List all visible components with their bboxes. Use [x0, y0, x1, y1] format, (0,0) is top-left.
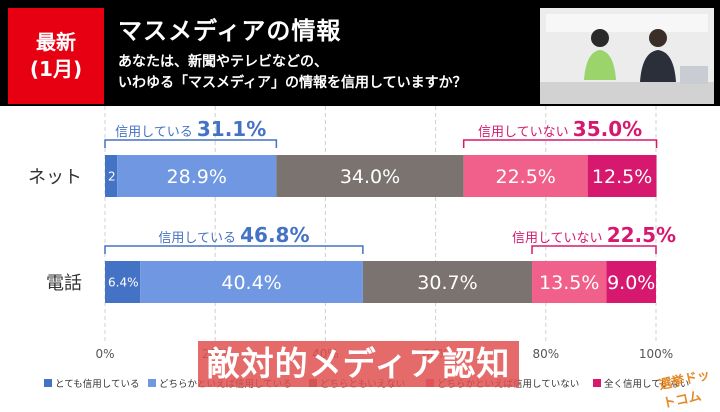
data-label: 34.0% [340, 166, 400, 188]
annotation-label: 信用している 46.8% [158, 223, 309, 247]
category-label: 電話 [46, 273, 82, 294]
survey-question: あなたは、新聞やテレビなどの、 いわゆる「マスメディア」の情報を信用していますか… [118, 52, 538, 94]
question-line-2: いわゆる「マスメディア」の情報を信用していますか？ [118, 75, 467, 91]
bar-segment [117, 155, 277, 197]
studio-video-inset [540, 8, 714, 104]
caption-banner: 敵対的メディア認知 [198, 341, 519, 387]
legend-entry: 全く信用していない [604, 378, 689, 390]
bar-segment [587, 155, 657, 197]
data-label: 12.5% [592, 166, 652, 188]
data-label: 13.5% [539, 272, 599, 294]
data-label: 40.4% [221, 272, 281, 294]
stacked-bar-chart: ネット電話2.2%28.9%34.0%22.5%12.5%6.4%40.4%30… [28, 106, 689, 390]
annotation-bracket [104, 139, 278, 148]
bar-segment [105, 261, 141, 303]
data-label: 30.7% [417, 272, 477, 294]
bar-segment [276, 155, 464, 197]
annotation-bracket [531, 245, 657, 254]
annotation-bracket [462, 139, 658, 148]
legend-entry: とても信用している [55, 378, 139, 390]
question-line-1: あなたは、新聞やテレビなどの、 [118, 54, 328, 70]
header-bar: 最新 (1月) マスメディアの情報 あなたは、新聞やテレビなどの、 いわゆる「マ… [0, 0, 720, 106]
presenters-illustration [540, 8, 714, 104]
bar-segment [105, 155, 118, 197]
annotation-bracket [104, 245, 364, 254]
latest-badge: 最新 (1月) [8, 8, 104, 104]
badge-line-1: 最新 [36, 30, 76, 54]
data-label: 6.4% [108, 275, 139, 289]
x-tick-label: 80% [532, 347, 559, 361]
legend-swatch [593, 379, 601, 387]
data-label: 9.0% [607, 272, 655, 294]
page-title: マスメディアの情報 [118, 17, 342, 45]
data-label: 22.5% [496, 166, 556, 188]
annotation-label: 信用していない 35.0% [478, 117, 642, 141]
x-tick-label: 0% [95, 347, 114, 361]
x-tick-label: 100% [639, 347, 673, 361]
annotation-label: 信用していない 22.5% [512, 223, 676, 247]
data-label: 28.9% [167, 166, 227, 188]
badge-line-2: (1月) [29, 57, 83, 81]
legend-swatch [148, 379, 156, 387]
bar-segment [606, 261, 656, 303]
bar-segment [362, 261, 533, 303]
bar-segment [532, 261, 607, 303]
legend-swatch [44, 379, 52, 387]
bar-segment [463, 155, 588, 197]
annotation-label: 信用している 31.1% [115, 117, 266, 141]
category-label: ネット [28, 167, 82, 188]
bar-segment [140, 261, 363, 303]
